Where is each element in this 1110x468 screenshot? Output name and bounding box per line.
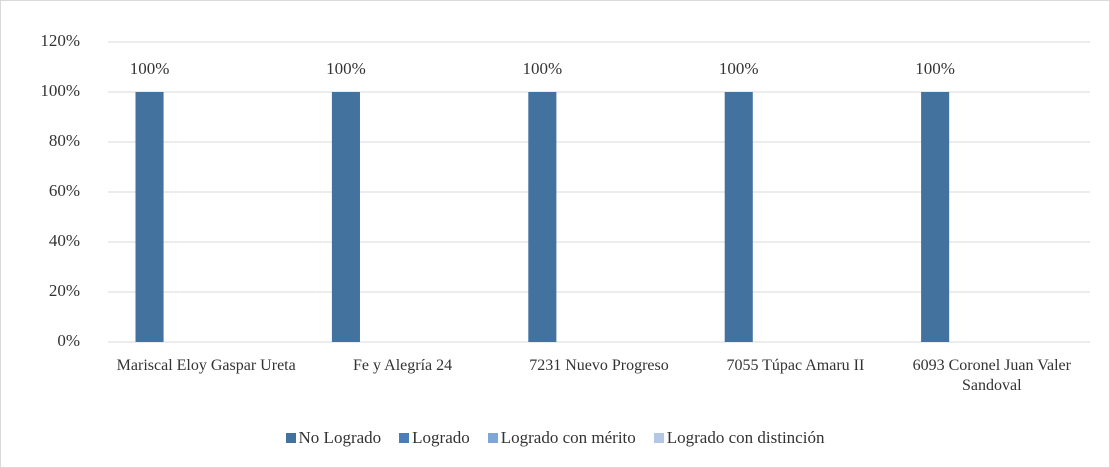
x-tick-label: 6093 Coronel Juan Valer Sandoval: [912, 357, 1071, 394]
x-tick-label: 7231 Nuevo Progreso: [529, 357, 669, 374]
bar: [921, 92, 950, 342]
y-tick-label: 100%: [40, 81, 80, 100]
y-tick-label: 40%: [49, 231, 80, 250]
legend-item: Logrado: [399, 428, 470, 448]
x-tick-label: 7055 Túpac Amaru II: [726, 357, 865, 374]
bar: [724, 92, 753, 342]
bar: [331, 92, 360, 342]
data-label: 100%: [130, 59, 170, 78]
legend-item: Logrado con mérito: [487, 428, 636, 448]
data-label: 100%: [523, 59, 563, 78]
data-label: 100%: [326, 59, 366, 78]
y-tick-label: 20%: [49, 281, 80, 300]
legend-label: Logrado con distinción: [666, 428, 825, 447]
y-tick-label: 80%: [49, 131, 80, 150]
legend: No Logrado Logrado Logrado con mérito Logra…: [0, 428, 1110, 448]
legend-item: Logrado con distinción: [653, 428, 825, 448]
data-label: 100%: [915, 59, 955, 78]
y-tick-label: 0%: [57, 331, 80, 350]
legend-label: Logrado: [412, 428, 470, 447]
data-label: 100%: [719, 59, 759, 78]
legend-swatch: [487, 433, 498, 443]
legend-swatch: [653, 433, 664, 443]
legend-swatch: [399, 433, 410, 443]
legend-swatch: [285, 433, 296, 443]
legend-label: Logrado con mérito: [500, 428, 636, 447]
legend-label: No Logrado: [298, 428, 382, 447]
bar: [135, 92, 164, 342]
x-tick-label: Fe y Alegría 24: [353, 357, 453, 374]
y-tick-label: 60%: [49, 181, 80, 200]
x-tick-label: Mariscal Eloy Gaspar Ureta: [116, 357, 296, 374]
y-tick-label: 120%: [40, 31, 80, 50]
legend-item: No Logrado: [285, 428, 382, 448]
bar: [528, 92, 557, 342]
